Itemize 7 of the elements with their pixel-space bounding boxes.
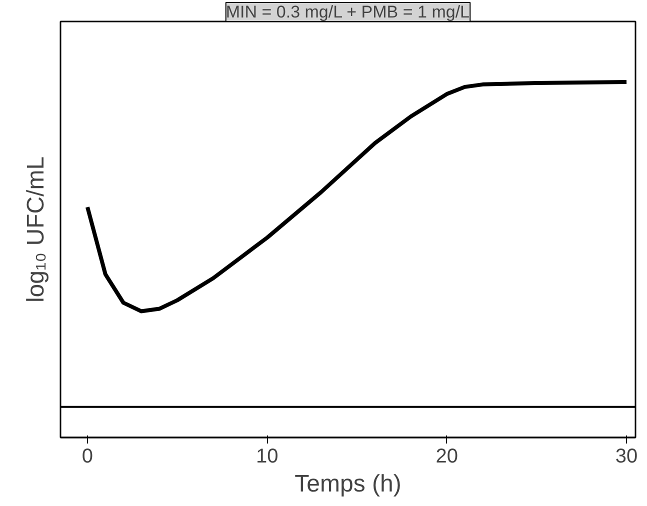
- x-tick-label: 10: [256, 446, 278, 468]
- chart-title: MIN = 0.3 mg/L + PMB = 1 mg/L: [226, 2, 470, 22]
- x-tick-label: 30: [615, 446, 638, 468]
- y-axis-title: log₁₀ UFC/mL: [22, 156, 50, 303]
- x-tick-label: 20: [436, 446, 458, 468]
- x-axis-title: Temps (h): [294, 470, 402, 498]
- x-tick-label: 0: [82, 446, 94, 468]
